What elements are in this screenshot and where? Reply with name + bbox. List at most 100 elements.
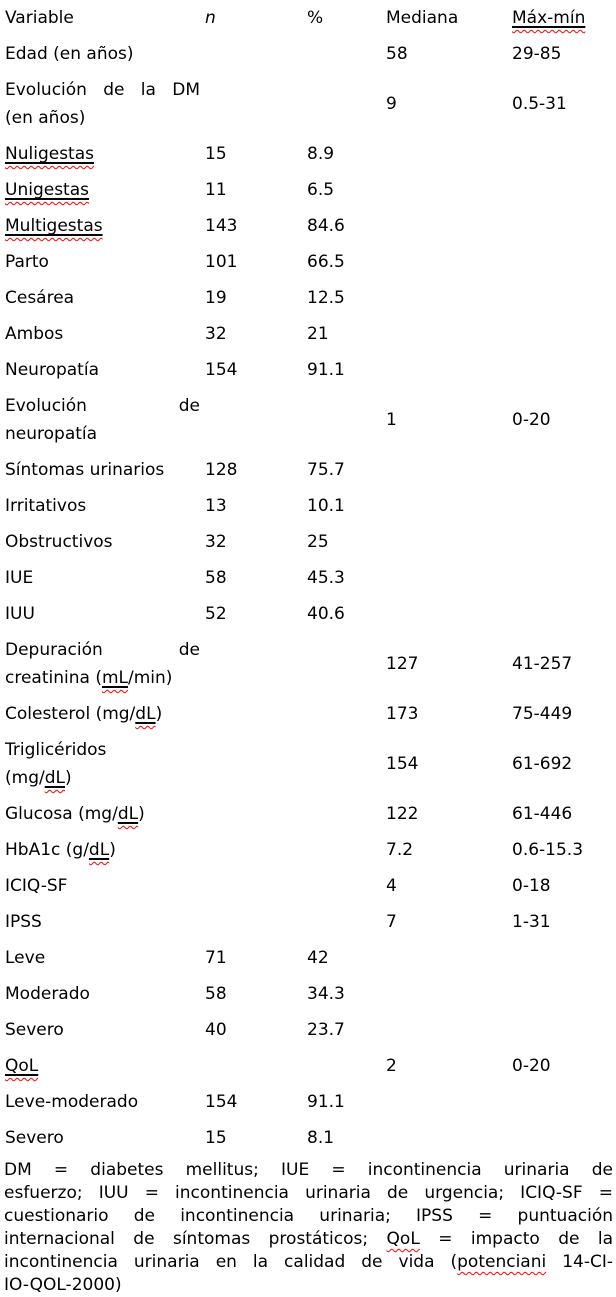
n-cell: 58 (205, 568, 227, 588)
variable-cell: ICIQ-SF (0, 868, 200, 904)
table-row: Severo 15 8.1 (0, 1120, 616, 1156)
variable-cell: Severo (0, 1012, 200, 1048)
variable-cell: Neuropatía (0, 352, 200, 388)
variable-line: Severo (5, 1020, 64, 1040)
pct-cell (302, 632, 380, 696)
range-cell: 0-20 (512, 1056, 551, 1076)
variable-cell: Cesárea (0, 280, 200, 316)
range-cell (507, 280, 616, 316)
pct-cell: 66.5 (307, 252, 345, 272)
patient-characteristics-table: Variable n % Mediana Máx-mín Edad (en añ… (0, 8, 616, 1156)
pct-cell: 91.1 (307, 1092, 345, 1112)
variable-cell: Evolución de neuropatía (0, 388, 200, 452)
variable-line: Leve (5, 948, 46, 968)
range-cell: 61-446 (512, 804, 573, 824)
underlined-term: mL (102, 668, 128, 688)
variable-line: Irritativos (5, 496, 87, 516)
range-cell: 0.5-31 (512, 94, 567, 114)
underlined-term: dL (135, 704, 155, 724)
variable-cell: Multigestas (0, 208, 200, 244)
n-cell: 154 (205, 360, 238, 380)
spellcheck-squiggle-word: dL (117, 804, 139, 824)
spellcheck-squiggle-word: Unigestas (5, 180, 89, 200)
table-row: Irritativos 13 10.1 (0, 488, 616, 524)
pct-cell: 23.7 (307, 1020, 345, 1040)
underlined-term: dL (118, 804, 138, 824)
variable-cell: Parto (0, 244, 200, 280)
table-row: Cesárea 19 12.5 (0, 280, 616, 316)
pct-cell: 45.3 (307, 568, 345, 588)
variable-cell: Síntomas urinarios (0, 452, 200, 488)
variable-cell: IUU (0, 596, 200, 632)
n-cell (200, 904, 302, 940)
footnote-line: IO-QOL-2000) (4, 1275, 122, 1295)
underlined-term: Máx-mín (512, 8, 585, 28)
mediana-cell (380, 976, 507, 1012)
pct-cell: 21 (307, 324, 329, 344)
variable-line: Unigestas (5, 176, 200, 204)
n-cell: 15 (205, 1128, 227, 1148)
variable-cell: Nuligestas (0, 136, 200, 172)
n-cell: 13 (205, 496, 227, 516)
mediana-cell: 127 (386, 654, 419, 674)
variable-cell: Depuración de creatinina (mL/min) (0, 632, 200, 696)
variable-line: IUE (5, 568, 34, 588)
table-row: Glucosa (mg/dL) 122 61-446 (0, 796, 616, 832)
table-body: Variable n % Mediana Máx-mín Edad (en añ… (0, 8, 616, 1156)
pct-cell: 91.1 (307, 360, 345, 380)
n-cell: 52 (205, 604, 227, 624)
pct-cell: 40.6 (307, 604, 345, 624)
spellcheck-squiggle-word: mL (101, 668, 128, 688)
n-cell (200, 696, 302, 732)
mediana-cell (380, 1084, 507, 1120)
mediana-cell: 4 (386, 876, 397, 896)
n-cell (200, 388, 302, 452)
mediana-cell (380, 488, 507, 524)
n-cell: 71 (205, 948, 227, 968)
spellcheck-squiggle-word: Máx-mín (512, 8, 586, 28)
footnote-line: incontinencia urinaria en la calidad de … (4, 1252, 613, 1272)
n-cell (200, 832, 302, 868)
variable-line: Glucosa (mg/dL) (5, 804, 145, 824)
variable-cell: Colesterol (mg/dL) (0, 696, 200, 732)
range-cell: 75-449 (512, 704, 573, 724)
mediana-cell: 2 (386, 1056, 397, 1076)
range-cell: 0-18 (512, 876, 551, 896)
mediana-cell: 173 (386, 704, 419, 724)
pct-cell: 6.5 (307, 180, 335, 200)
footnote-line: esfuerzo; IUU = incontinencia urinaria d… (4, 1183, 613, 1203)
range-cell: 29-85 (512, 44, 562, 64)
range-cell (507, 524, 616, 560)
pct-cell (302, 904, 380, 940)
variable-cell: Triglicéridos (mg/dL) (0, 732, 200, 796)
n-cell: 143 (205, 216, 238, 236)
underlined-term: dL (89, 840, 109, 860)
variable-line: QoL (5, 1052, 200, 1080)
n-cell (200, 1048, 302, 1084)
variable-line: Moderado (5, 984, 90, 1004)
pct-cell: 25 (307, 532, 329, 552)
variable-line: Neuropatía (5, 360, 99, 380)
pct-cell: 8.9 (307, 144, 335, 164)
table-row: Multigestas 143 84.6 (0, 208, 616, 244)
range-cell: 41-257 (512, 654, 573, 674)
range-cell (507, 172, 616, 208)
spellcheck-squiggle-word: dL (88, 840, 110, 860)
variable-line: Edad (en años) (5, 44, 134, 64)
table-row: Colesterol (mg/dL) 173 75-449 (0, 696, 616, 732)
variable-line: Ambos (5, 324, 64, 344)
table-row: Unigestas 11 6.5 (0, 172, 616, 208)
table-row: Evolución de neuropatía 1 0-20 (0, 388, 616, 452)
column-header-mediana: Mediana (386, 8, 459, 28)
pct-cell: 12.5 (307, 288, 345, 308)
mediana-cell (380, 352, 507, 388)
underlined-term: dL (45, 768, 65, 788)
mediana-cell (380, 524, 507, 560)
table-row: Depuración de creatinina (mL/min) 127 41-… (0, 632, 616, 696)
mediana-cell (380, 596, 507, 632)
pct-cell (302, 696, 380, 732)
pct-cell: 75.7 (307, 460, 345, 480)
column-header-variable: Variable (5, 8, 74, 28)
n-cell (200, 732, 302, 796)
mediana-cell: 7.2 (386, 840, 414, 860)
